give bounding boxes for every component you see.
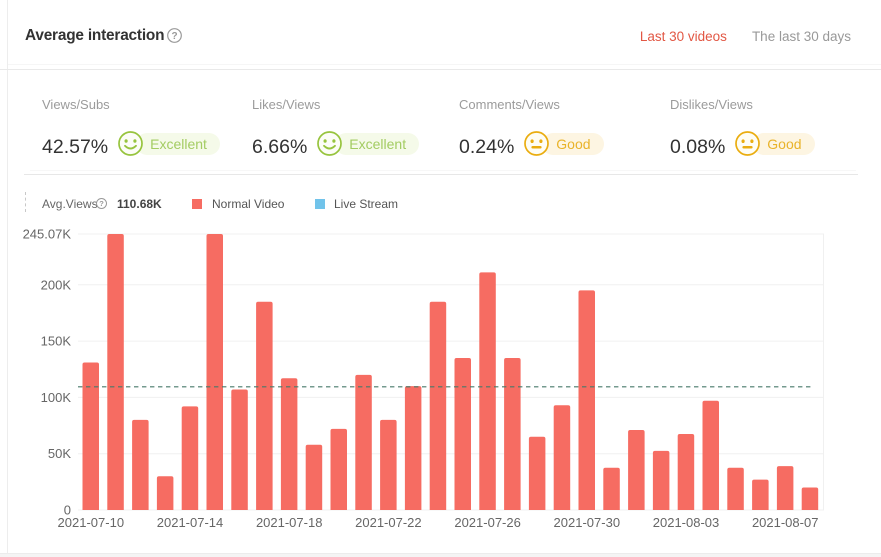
svg-text:2021-08-07: 2021-08-07 xyxy=(752,515,819,530)
svg-text:0: 0 xyxy=(64,503,71,518)
svg-text:2021-07-14: 2021-07-14 xyxy=(157,515,224,530)
svg-text:2021-07-18: 2021-07-18 xyxy=(256,515,323,530)
svg-text:50K: 50K xyxy=(48,446,71,461)
svg-text:2021-08-03: 2021-08-03 xyxy=(653,515,720,530)
svg-text:?: ? xyxy=(171,31,177,42)
svg-text:2021-07-10: 2021-07-10 xyxy=(58,515,125,530)
svg-text:2021-07-22: 2021-07-22 xyxy=(355,515,422,530)
svg-text:200K: 200K xyxy=(41,277,72,292)
svg-text:2021-07-26: 2021-07-26 xyxy=(454,515,521,530)
svg-text:?: ? xyxy=(99,199,104,208)
svg-text:150K: 150K xyxy=(41,334,72,349)
svg-text:2021-07-30: 2021-07-30 xyxy=(554,515,621,530)
svg-text:100K: 100K xyxy=(41,390,72,405)
svg-text:245.07K: 245.07K xyxy=(23,226,72,241)
